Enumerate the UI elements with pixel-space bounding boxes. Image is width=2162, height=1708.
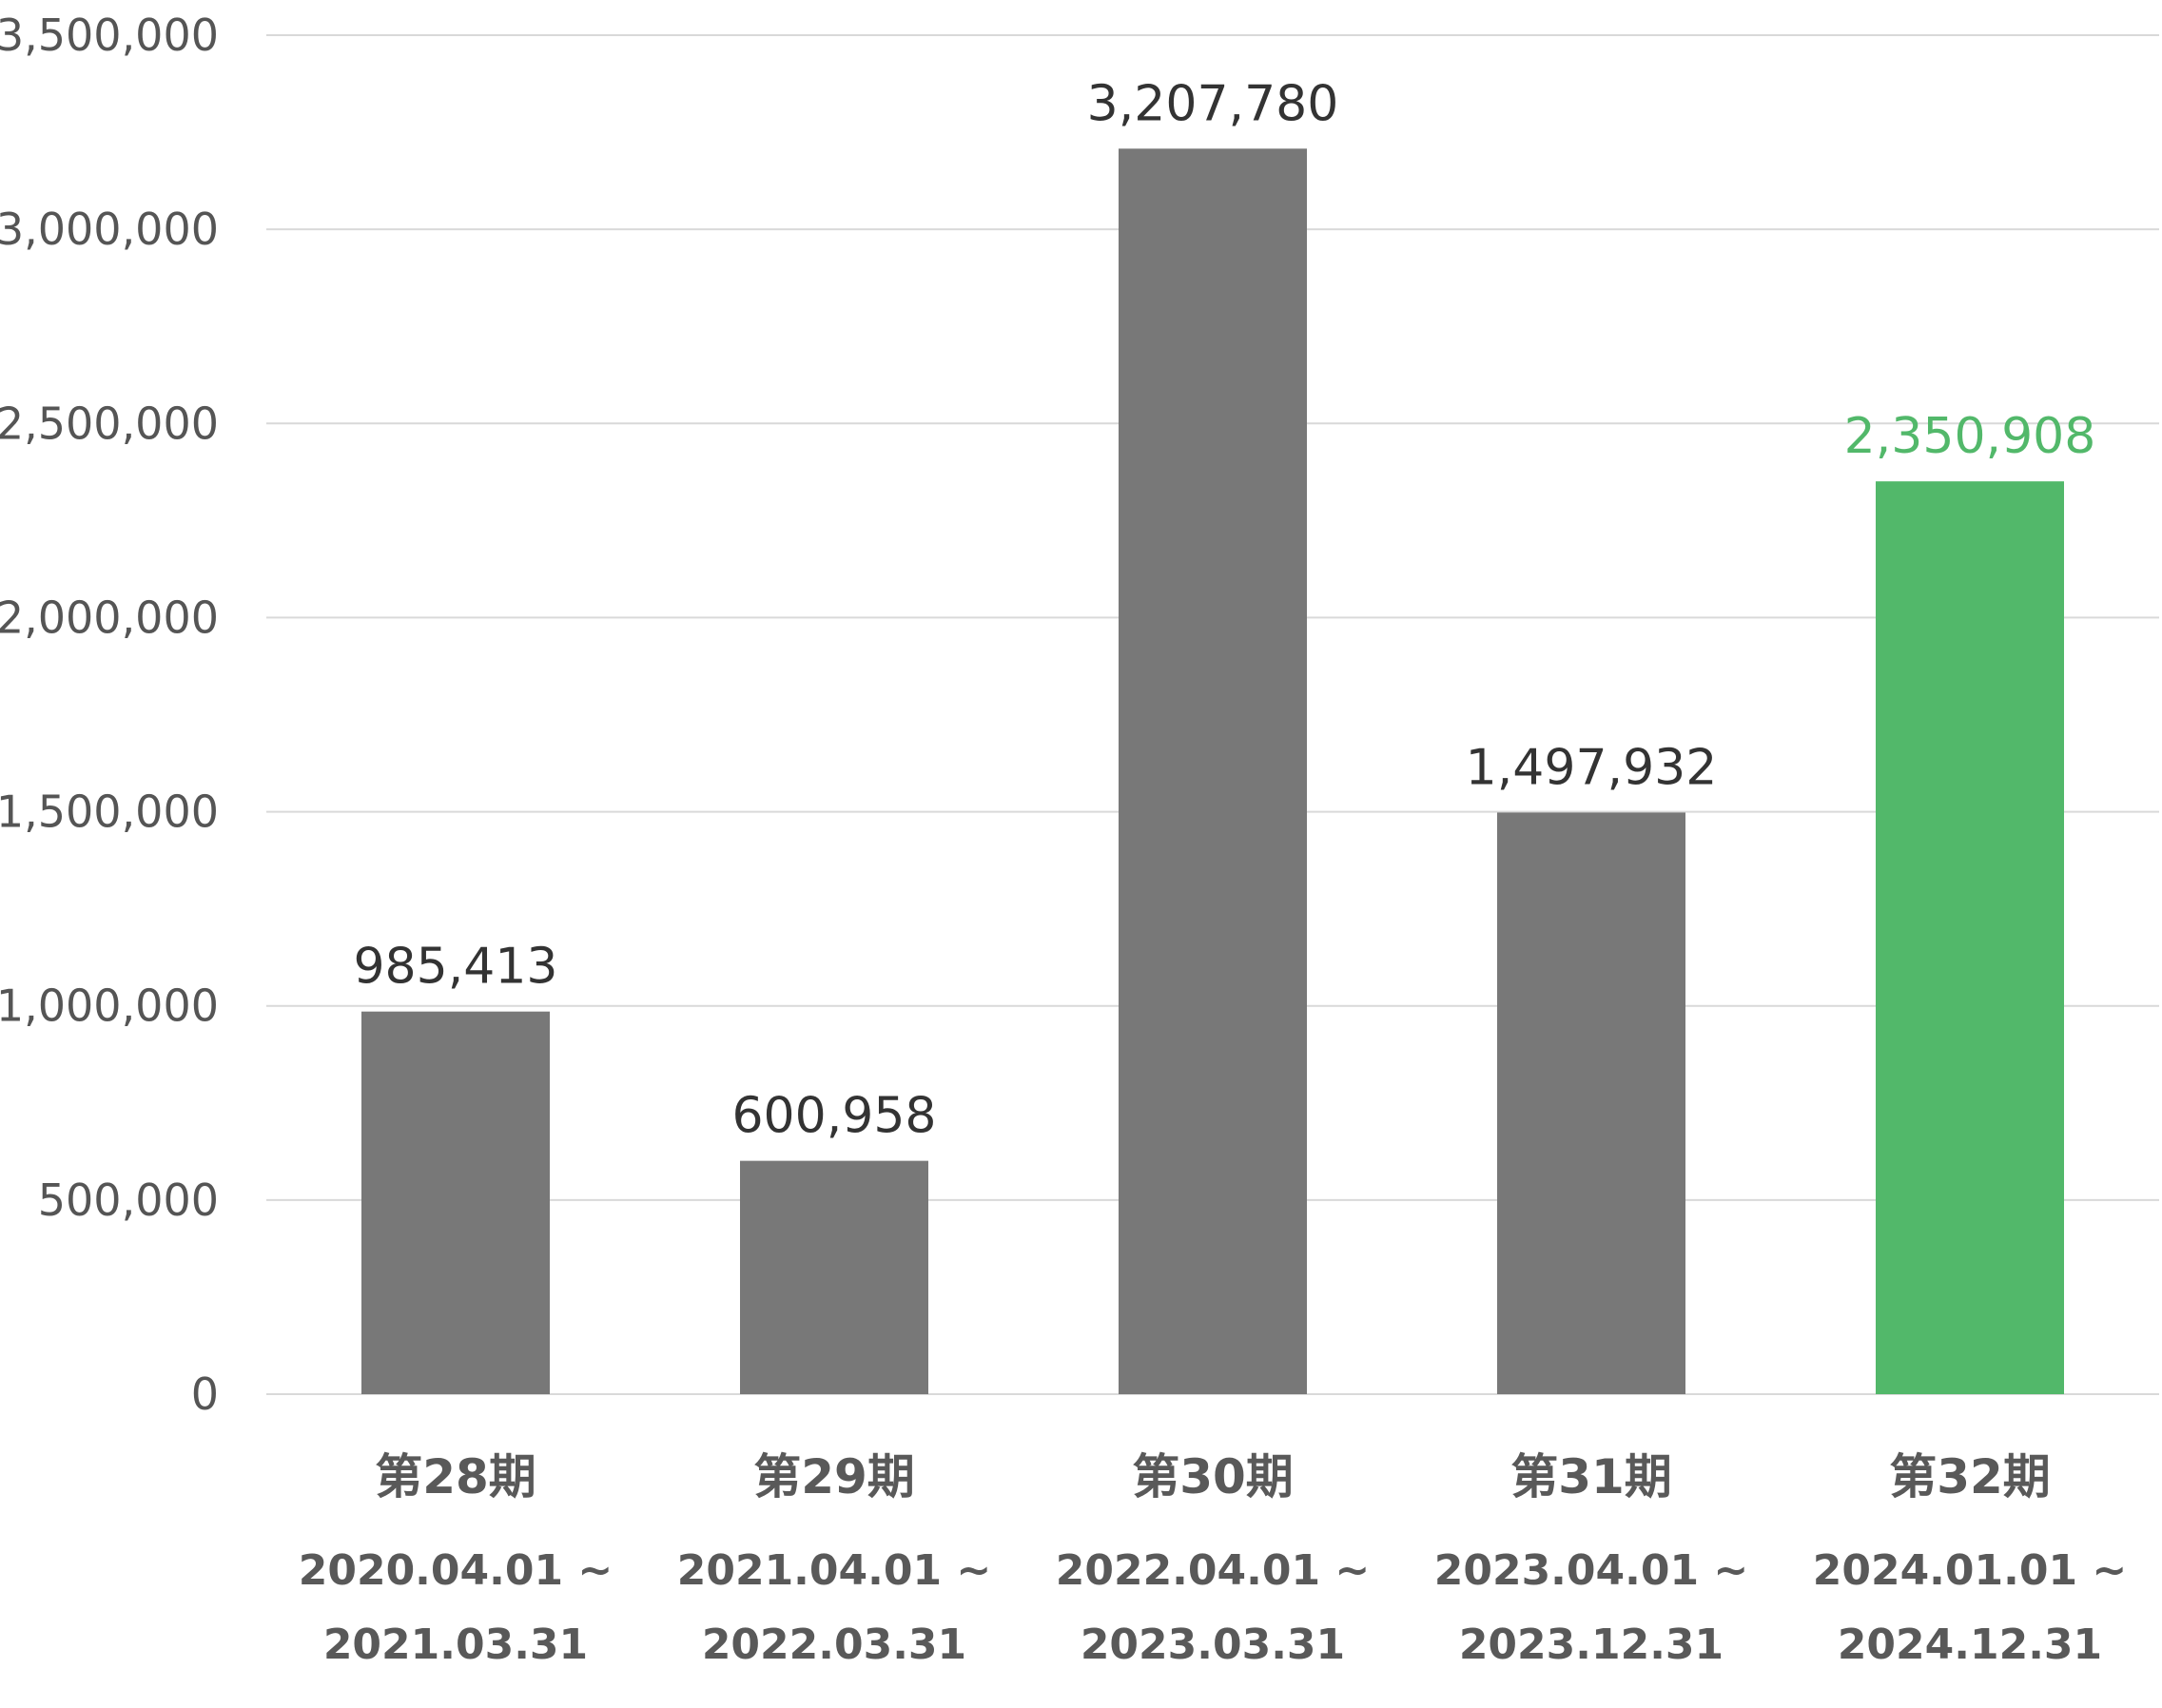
period-end-label: 2021.03.31	[323, 1621, 588, 1669]
period-start-label: 2020.04.01 ~	[299, 1546, 614, 1595]
bar	[1497, 812, 1685, 1394]
bar	[1876, 481, 2064, 1394]
period-start-label: 2022.04.01 ~	[1056, 1546, 1371, 1595]
bars	[361, 148, 2064, 1395]
y-tick-label: 2,500,000	[0, 398, 219, 449]
value-label: 2,350,908	[1844, 408, 2096, 465]
bar	[1119, 148, 1307, 1395]
category-label: 第28期	[375, 1449, 536, 1504]
category-label: 第32期	[1889, 1449, 2051, 1504]
period-start-label: 2023.04.01 ~	[1434, 1546, 1749, 1595]
y-tick-label: 3,500,000	[0, 10, 219, 61]
period-end-label: 2023.03.31	[1081, 1621, 1345, 1669]
category-labels: 第28期 2020.04.01 ~ 2021.03.31 第29期 2021.04.01…	[299, 1449, 2128, 1669]
y-tick-label: 2,000,000	[0, 592, 219, 643]
value-label: 985,413	[353, 939, 557, 996]
bar	[361, 1011, 550, 1394]
value-label: 1,497,932	[1466, 739, 1718, 796]
period-start-label: 2024.01.01 ~	[1813, 1546, 2128, 1595]
category-label: 第29期	[753, 1449, 915, 1504]
bar	[740, 1160, 928, 1394]
category-label: 第30期	[1132, 1449, 1294, 1504]
category-label: 第31期	[1510, 1449, 1672, 1504]
period-start-label: 2021.04.01 ~	[677, 1546, 992, 1595]
y-tick-label: 500,000	[38, 1174, 219, 1226]
y-tick-label: 1,000,000	[0, 980, 219, 1032]
value-labels: 985,413 600,958 3,207,780 1,497,932 2,350,90…	[353, 75, 2095, 1144]
y-tick-label: 3,000,000	[0, 204, 219, 255]
period-end-label: 2023.12.31	[1459, 1621, 1724, 1669]
y-tick-label: 1,500,000	[0, 786, 219, 838]
y-axis-ticks: 0 500,000 1,000,000 1,500,000 2,000,000 2,500…	[0, 10, 219, 1420]
value-label: 600,958	[731, 1088, 936, 1145]
y-tick-label: 0	[191, 1368, 219, 1420]
period-end-label: 2022.03.31	[702, 1621, 966, 1669]
value-label: 3,207,780	[1087, 75, 1339, 132]
period-end-label: 2024.12.31	[1838, 1621, 2102, 1669]
